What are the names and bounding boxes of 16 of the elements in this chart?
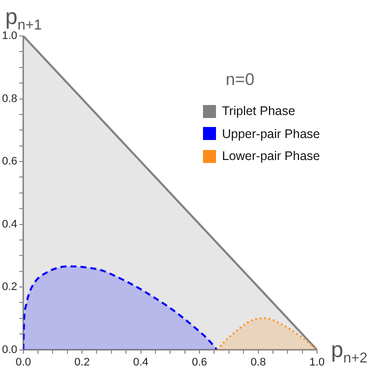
text: n=0: [224, 70, 256, 90]
y-tick-label: 0.6: [2, 156, 18, 168]
x-tick-label: 0.2: [74, 356, 90, 368]
x-tick-label: 0.6: [192, 356, 208, 368]
y-tick-label: 0.2: [2, 281, 18, 294]
x-tick-label: 0.8: [250, 356, 266, 368]
y-tick-label: 1.0: [2, 30, 18, 42]
y-tick-label: 0.4: [2, 218, 18, 230]
legend-label: Upper-pair Phase: [222, 126, 320, 141]
x-tick-label: 0.0: [16, 356, 31, 368]
y-tick-label: 0.8: [2, 92, 18, 105]
x-tick-label: 1.0: [309, 356, 325, 368]
legend-label: Triplet Phase: [222, 104, 296, 118]
legend-label: Lower-pair Phase: [222, 149, 320, 164]
x-tick-label: 0.4: [133, 356, 148, 368]
y-tick-label: 0.0: [2, 344, 18, 356]
